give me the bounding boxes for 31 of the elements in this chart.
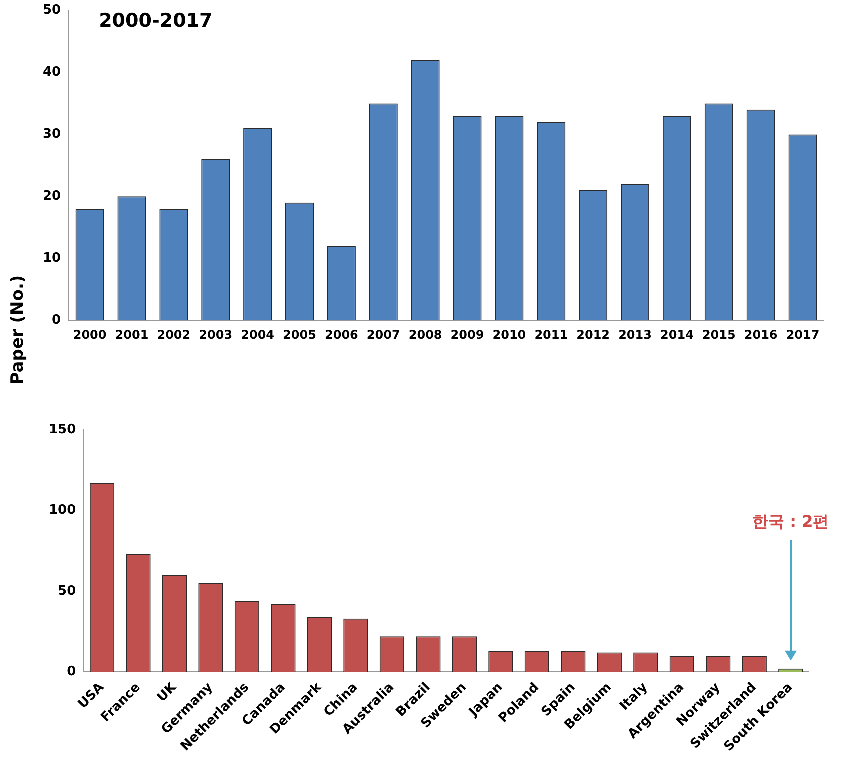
y-tick-label: 20	[42, 189, 62, 204]
annotation: 한국 : 2편	[752, 512, 830, 533]
x-tick-label: 2008	[408, 328, 442, 342]
x-tick-label: 2013	[618, 328, 652, 342]
x-tick-label: 2006	[324, 328, 358, 342]
x-tick-label: 2014	[660, 328, 694, 342]
x-tick-label: 2015	[702, 328, 736, 342]
y-tick-label: 30	[42, 127, 62, 142]
x-tick-label: 2016	[744, 328, 778, 342]
x-tick-label: 2007	[366, 328, 400, 342]
x-tick-label: 2012	[576, 328, 610, 342]
x-tick-label: 2017	[786, 328, 820, 342]
chart-title: 2000-2017	[99, 10, 213, 32]
x-tick-label: 2005	[283, 328, 316, 342]
y-tick-label: 150	[48, 422, 76, 438]
x-tick-label: 2009	[450, 328, 484, 342]
y-tick-label: 40	[42, 65, 62, 80]
x-tick-label: 2001	[115, 328, 149, 342]
x-tick-label: 2003	[199, 328, 233, 342]
y-tick-label: 0	[67, 664, 76, 680]
y-tick-label: 50	[42, 3, 62, 18]
x-tick-label: 2004	[241, 328, 275, 342]
y-tick-label: 50	[58, 584, 76, 599]
y-tick-label: 0	[52, 312, 62, 328]
x-tick-label: 2010	[492, 328, 526, 342]
x-tick-label: 2011	[534, 328, 568, 342]
x-tick-label: 2002	[157, 328, 191, 342]
y-tick-label: 100	[48, 503, 76, 518]
y-tick-label: 10	[42, 251, 62, 266]
x-tick-label: 2000	[73, 328, 107, 342]
y-axis-title: Paper (No.)	[8, 275, 28, 385]
